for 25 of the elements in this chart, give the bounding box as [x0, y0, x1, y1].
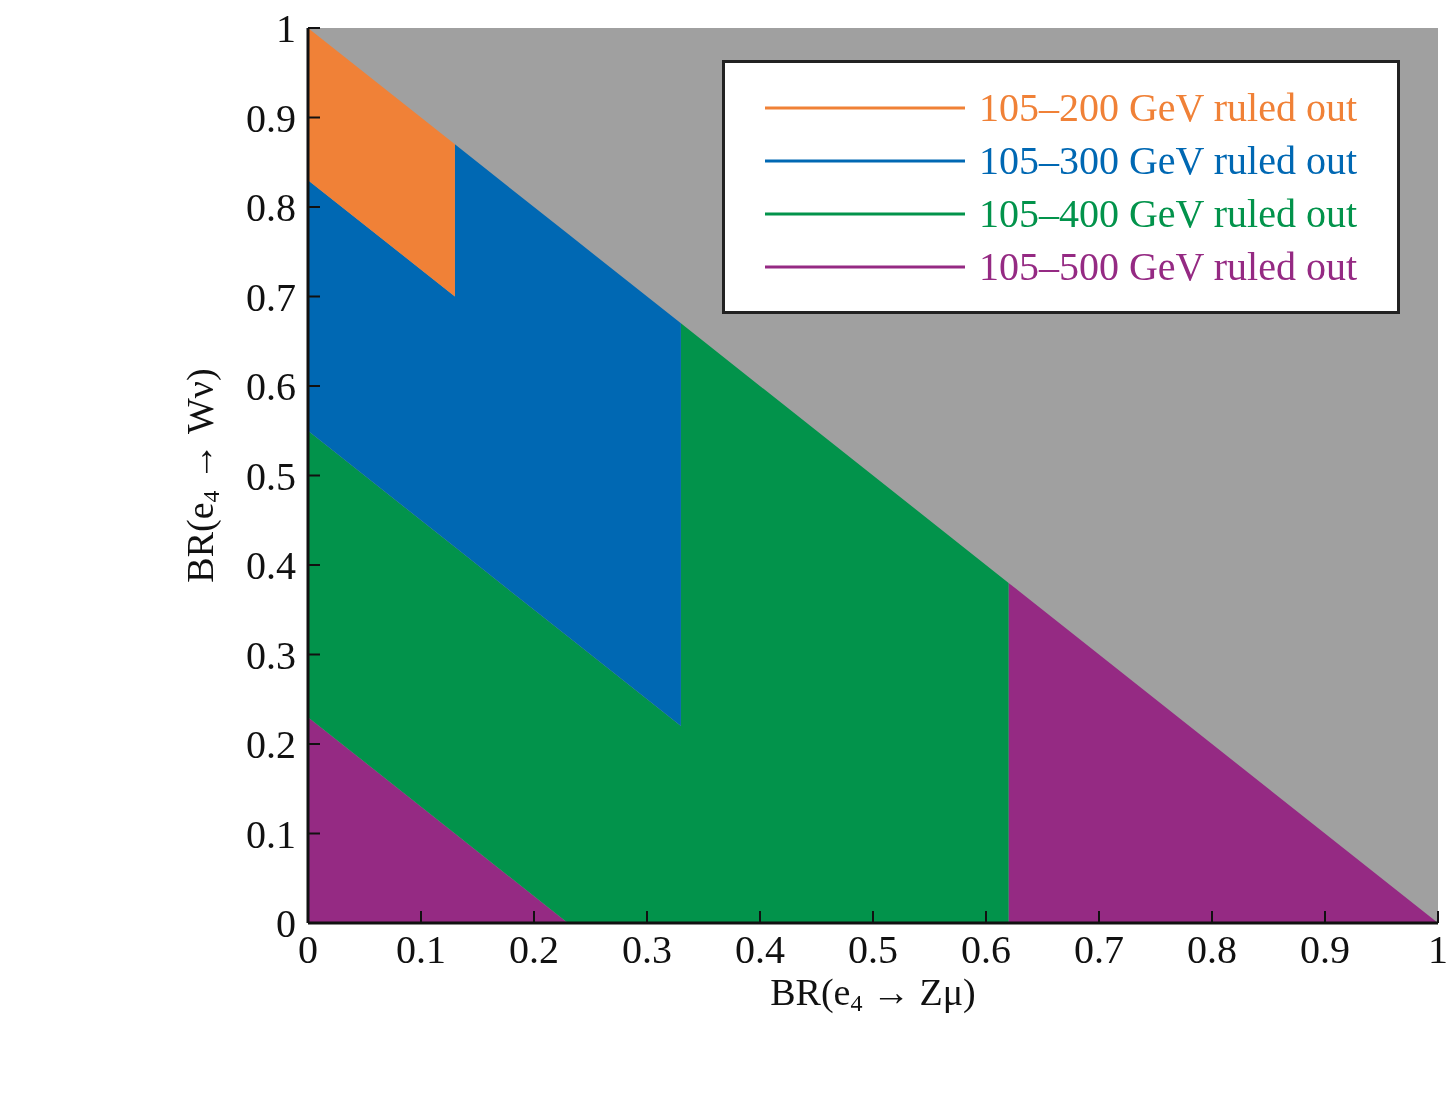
y-tick-label: 0.7: [246, 274, 296, 320]
y-tick-label: 0.5: [246, 453, 296, 499]
y-tick-label: 0.2: [246, 722, 296, 768]
legend-label: 105–500 GeV ruled out: [978, 243, 1357, 290]
x-tick-label: 0.2: [509, 927, 559, 973]
x-tick-label: 0.3: [622, 927, 672, 973]
legend-label: 105–300 GeV ruled out: [978, 137, 1357, 184]
legend-label: 105–200 GeV ruled out: [978, 84, 1357, 131]
y-tick-label: 0.3: [246, 632, 296, 678]
x-tick-label: 0.9: [1300, 927, 1350, 973]
x-tick-label: 0.7: [1074, 927, 1124, 973]
x-tick-label: 0.6: [961, 927, 1011, 973]
y-tick-label: 0.1: [246, 811, 296, 857]
x-tick-label: 0.8: [1187, 927, 1237, 973]
x-tick-label: 0.4: [735, 927, 785, 973]
y-tick-label: 0.8: [246, 185, 296, 231]
x-axis-title: BR(e$_{4}$ → Zμ): [770, 971, 976, 1016]
y-tick-label: 0.4: [246, 543, 296, 589]
y-tick-label: 0.6: [246, 364, 296, 410]
legend-label: 105–400 GeV ruled out: [978, 190, 1357, 237]
x-tick-label: 0.1: [396, 927, 446, 973]
y-tick-label: 1: [276, 6, 296, 52]
x-tick-label: 0.5: [848, 927, 898, 973]
y-tick-label: 0.9: [246, 95, 296, 141]
x-tick-label: 1: [1428, 927, 1448, 973]
